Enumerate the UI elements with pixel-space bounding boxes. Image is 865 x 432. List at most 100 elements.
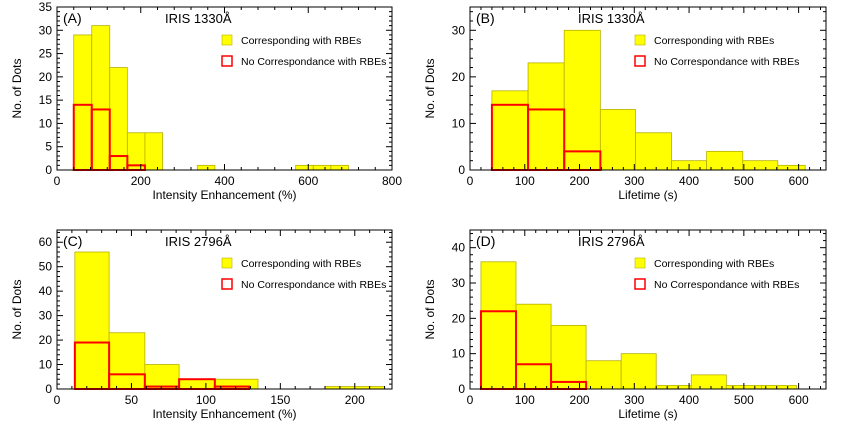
bar-filled	[706, 150, 744, 171]
plot-frame	[469, 229, 827, 390]
y-tick-label: 30	[452, 276, 466, 290]
legend-swatch-outline	[221, 55, 233, 67]
bar-filled	[144, 132, 163, 171]
y-axis-label: No. of Dots	[10, 58, 24, 118]
y-tick-label: 15	[39, 93, 53, 107]
x-tick-label: 500	[734, 393, 754, 407]
y-tick-label: 30	[39, 23, 53, 37]
legend-label: Corresponding with RBEs	[654, 35, 774, 47]
bar-filled	[295, 164, 314, 171]
y-tick-label: 40	[452, 241, 466, 255]
x-tick-label: 200	[131, 174, 151, 188]
x-axis-label: Lifetime (s)	[618, 188, 677, 202]
plot-frame	[469, 6, 827, 171]
y-tick-label: 20	[452, 311, 466, 325]
x-tick-label: 600	[789, 393, 809, 407]
bar-filled	[777, 164, 806, 171]
legend-swatch-outline	[634, 55, 646, 67]
x-tick-label: 0	[54, 393, 61, 407]
x-tick-label: 300	[624, 393, 644, 407]
x-tick-label: 400	[679, 174, 699, 188]
bar-filled	[550, 324, 587, 390]
x-tick-label: 200	[570, 393, 590, 407]
legend-swatch-outline	[221, 278, 233, 290]
legend-swatch-filled	[634, 257, 646, 269]
y-tick-label: 10	[452, 116, 466, 130]
bar-filled	[760, 385, 797, 390]
bar-filled	[178, 378, 216, 390]
bar-filled	[515, 303, 552, 390]
y-tick-label: 20	[39, 333, 53, 347]
x-tick-label: 100	[515, 393, 535, 407]
legend-label: Corresponding with RBEs	[241, 35, 361, 47]
bar-filled	[74, 251, 110, 390]
x-tick-label: 400	[679, 393, 699, 407]
bar-filled	[312, 164, 332, 171]
x-tick-label: 600	[789, 174, 809, 188]
legend-label: Corresponding with RBEs	[654, 258, 774, 270]
bar-filled	[73, 34, 93, 171]
bar-filled	[196, 164, 216, 171]
bar-filled	[527, 62, 565, 171]
panel-label: (D)	[476, 233, 495, 249]
bar-filled	[109, 67, 128, 171]
y-axis-label: No. of Dots	[423, 58, 437, 118]
panel-title: IRIS 2796Å	[578, 234, 645, 249]
y-tick-label: 30	[39, 309, 53, 323]
x-tick-label: 50	[125, 393, 139, 407]
y-tick-label: 0	[458, 163, 465, 177]
y-tick-label: 20	[39, 70, 53, 84]
y-tick-label: 30	[452, 23, 466, 37]
bar-filled	[742, 160, 779, 171]
y-axis-label: No. of Dots	[423, 279, 437, 339]
panel-title: IRIS 1330Å	[165, 11, 232, 26]
y-tick-label: 10	[452, 347, 466, 361]
chart-panel-a: 0 200 400 600 800 0 5 10 15 20 25 30 35 Intensity Enh…	[10, 0, 402, 202]
bar-filled	[330, 164, 349, 171]
legend-swatch-filled	[221, 257, 233, 269]
x-axis-label: Intensity Enhancement (%)	[152, 407, 296, 421]
bar-filled	[144, 364, 180, 390]
x-tick-label: 0	[54, 174, 61, 188]
x-tick-label: 200	[345, 393, 365, 407]
panel-label: (B)	[476, 10, 495, 26]
x-tick-label: 150	[270, 393, 290, 407]
legend-swatch-filled	[634, 34, 646, 46]
panel-label: (A)	[63, 10, 82, 26]
y-tick-label: 60	[39, 235, 53, 249]
legend-swatch-filled	[221, 34, 233, 46]
bar-filled	[480, 261, 517, 390]
x-tick-label: 400	[214, 174, 234, 188]
y-tick-label: 0	[45, 163, 52, 177]
plot-frame	[56, 229, 393, 390]
y-tick-label: 10	[39, 358, 53, 372]
bar-filled	[690, 374, 727, 390]
legend-swatch-outline	[634, 278, 646, 290]
bar-filled	[108, 332, 146, 390]
bar-filled	[599, 109, 636, 171]
legend-label: Corresponding with RBEs	[241, 258, 361, 270]
legend-label: No Correspondance with RBEs	[241, 56, 386, 68]
bar-filled	[563, 29, 601, 171]
x-tick-label: 100	[196, 393, 216, 407]
y-tick-label: 0	[458, 382, 465, 396]
y-tick-label: 40	[39, 284, 53, 298]
legend-label: No Correspondance with RBEs	[654, 279, 799, 291]
x-tick-label: 500	[734, 174, 754, 188]
legend-label: No Correspondance with RBEs	[241, 279, 386, 291]
x-tick-label: 100	[515, 174, 535, 188]
y-tick-label: 35	[39, 0, 53, 14]
y-tick-label: 5	[45, 140, 52, 154]
bar-filled	[585, 360, 622, 390]
y-axis-label: No. of Dots	[10, 279, 24, 339]
panel-label: (C)	[63, 233, 82, 249]
x-axis-label: Lifetime (s)	[618, 407, 677, 421]
y-tick-label: 50	[39, 260, 53, 274]
panel-title: IRIS 2796Å	[165, 234, 232, 249]
y-tick-label: 0	[45, 382, 52, 396]
panel-title: IRIS 1330Å	[578, 11, 645, 26]
legend-label: No Correspondance with RBEs	[654, 56, 799, 68]
y-tick-label: 25	[39, 47, 53, 61]
y-tick-label: 10	[39, 116, 53, 130]
